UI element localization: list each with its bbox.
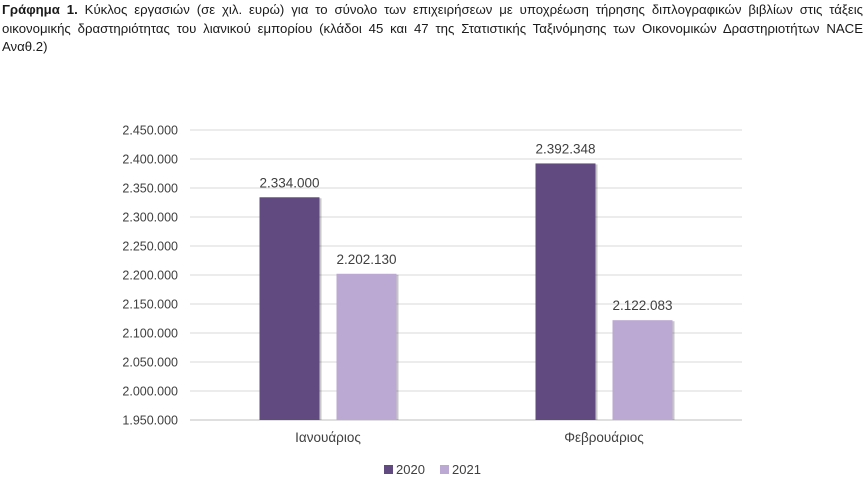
data-label: 2.202.130 [336, 252, 396, 267]
figure-caption: Γράφημα 1. Κύκλος εργασιών (σε χιλ. ευρώ… [2, 1, 863, 57]
data-label: 2.122.083 [612, 298, 672, 313]
caption-lead: Γράφημα 1. [2, 2, 78, 17]
legend-swatch [440, 465, 449, 474]
y-tick-label: 2.400.000 [122, 153, 178, 167]
legend: 2020 2021 [384, 462, 481, 477]
data-labels: 2.334.000 2.202.130 2.392.348 2.122.083 [259, 141, 672, 313]
y-tick-label: 2.450.000 [122, 124, 178, 138]
data-label: 2.334.000 [259, 175, 319, 190]
bars [259, 163, 675, 420]
legend-label: 2020 [396, 462, 425, 477]
caption-text: Κύκλος εργασιών (σε χιλ. ευρώ) για το σύ… [2, 2, 863, 54]
y-tick-label: 2.200.000 [122, 269, 178, 283]
legend-label: 2021 [452, 462, 481, 477]
bar [259, 197, 320, 420]
y-tick-label: 1.950.000 [122, 414, 178, 428]
x-axis: Ιανουάριος Φεβρουάριος [295, 430, 644, 445]
y-tick-label: 2.150.000 [122, 298, 178, 312]
y-tick-label: 2.050.000 [122, 356, 178, 370]
y-tick-label: 2.250.000 [122, 240, 178, 254]
x-category-label: Ιανουάριος [295, 430, 361, 445]
bar [336, 273, 397, 420]
y-tick-label: 2.300.000 [122, 211, 178, 225]
bar [612, 320, 673, 420]
y-tick-label: 2.100.000 [122, 327, 178, 341]
bar [535, 163, 596, 420]
y-tick-label: 2.000.000 [122, 385, 178, 399]
legend-swatch [384, 465, 393, 474]
x-category-label: Φεβρουάριος [564, 430, 644, 445]
y-axis: 1.950.000 2.000.000 2.050.000 2.100.000 2.15… [122, 124, 178, 428]
y-tick-label: 2.350.000 [122, 182, 178, 196]
data-label: 2.392.348 [535, 141, 595, 156]
